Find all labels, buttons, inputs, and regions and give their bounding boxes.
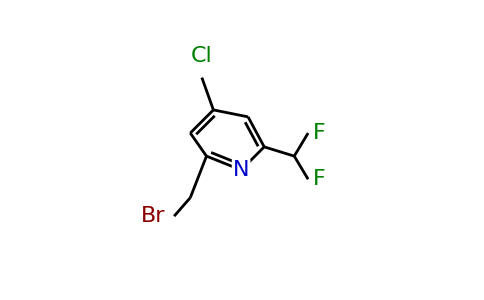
Text: F: F [313,169,325,189]
Text: F: F [313,123,325,143]
Text: Cl: Cl [191,46,213,66]
Text: N: N [233,160,249,180]
Text: Br: Br [140,206,165,226]
